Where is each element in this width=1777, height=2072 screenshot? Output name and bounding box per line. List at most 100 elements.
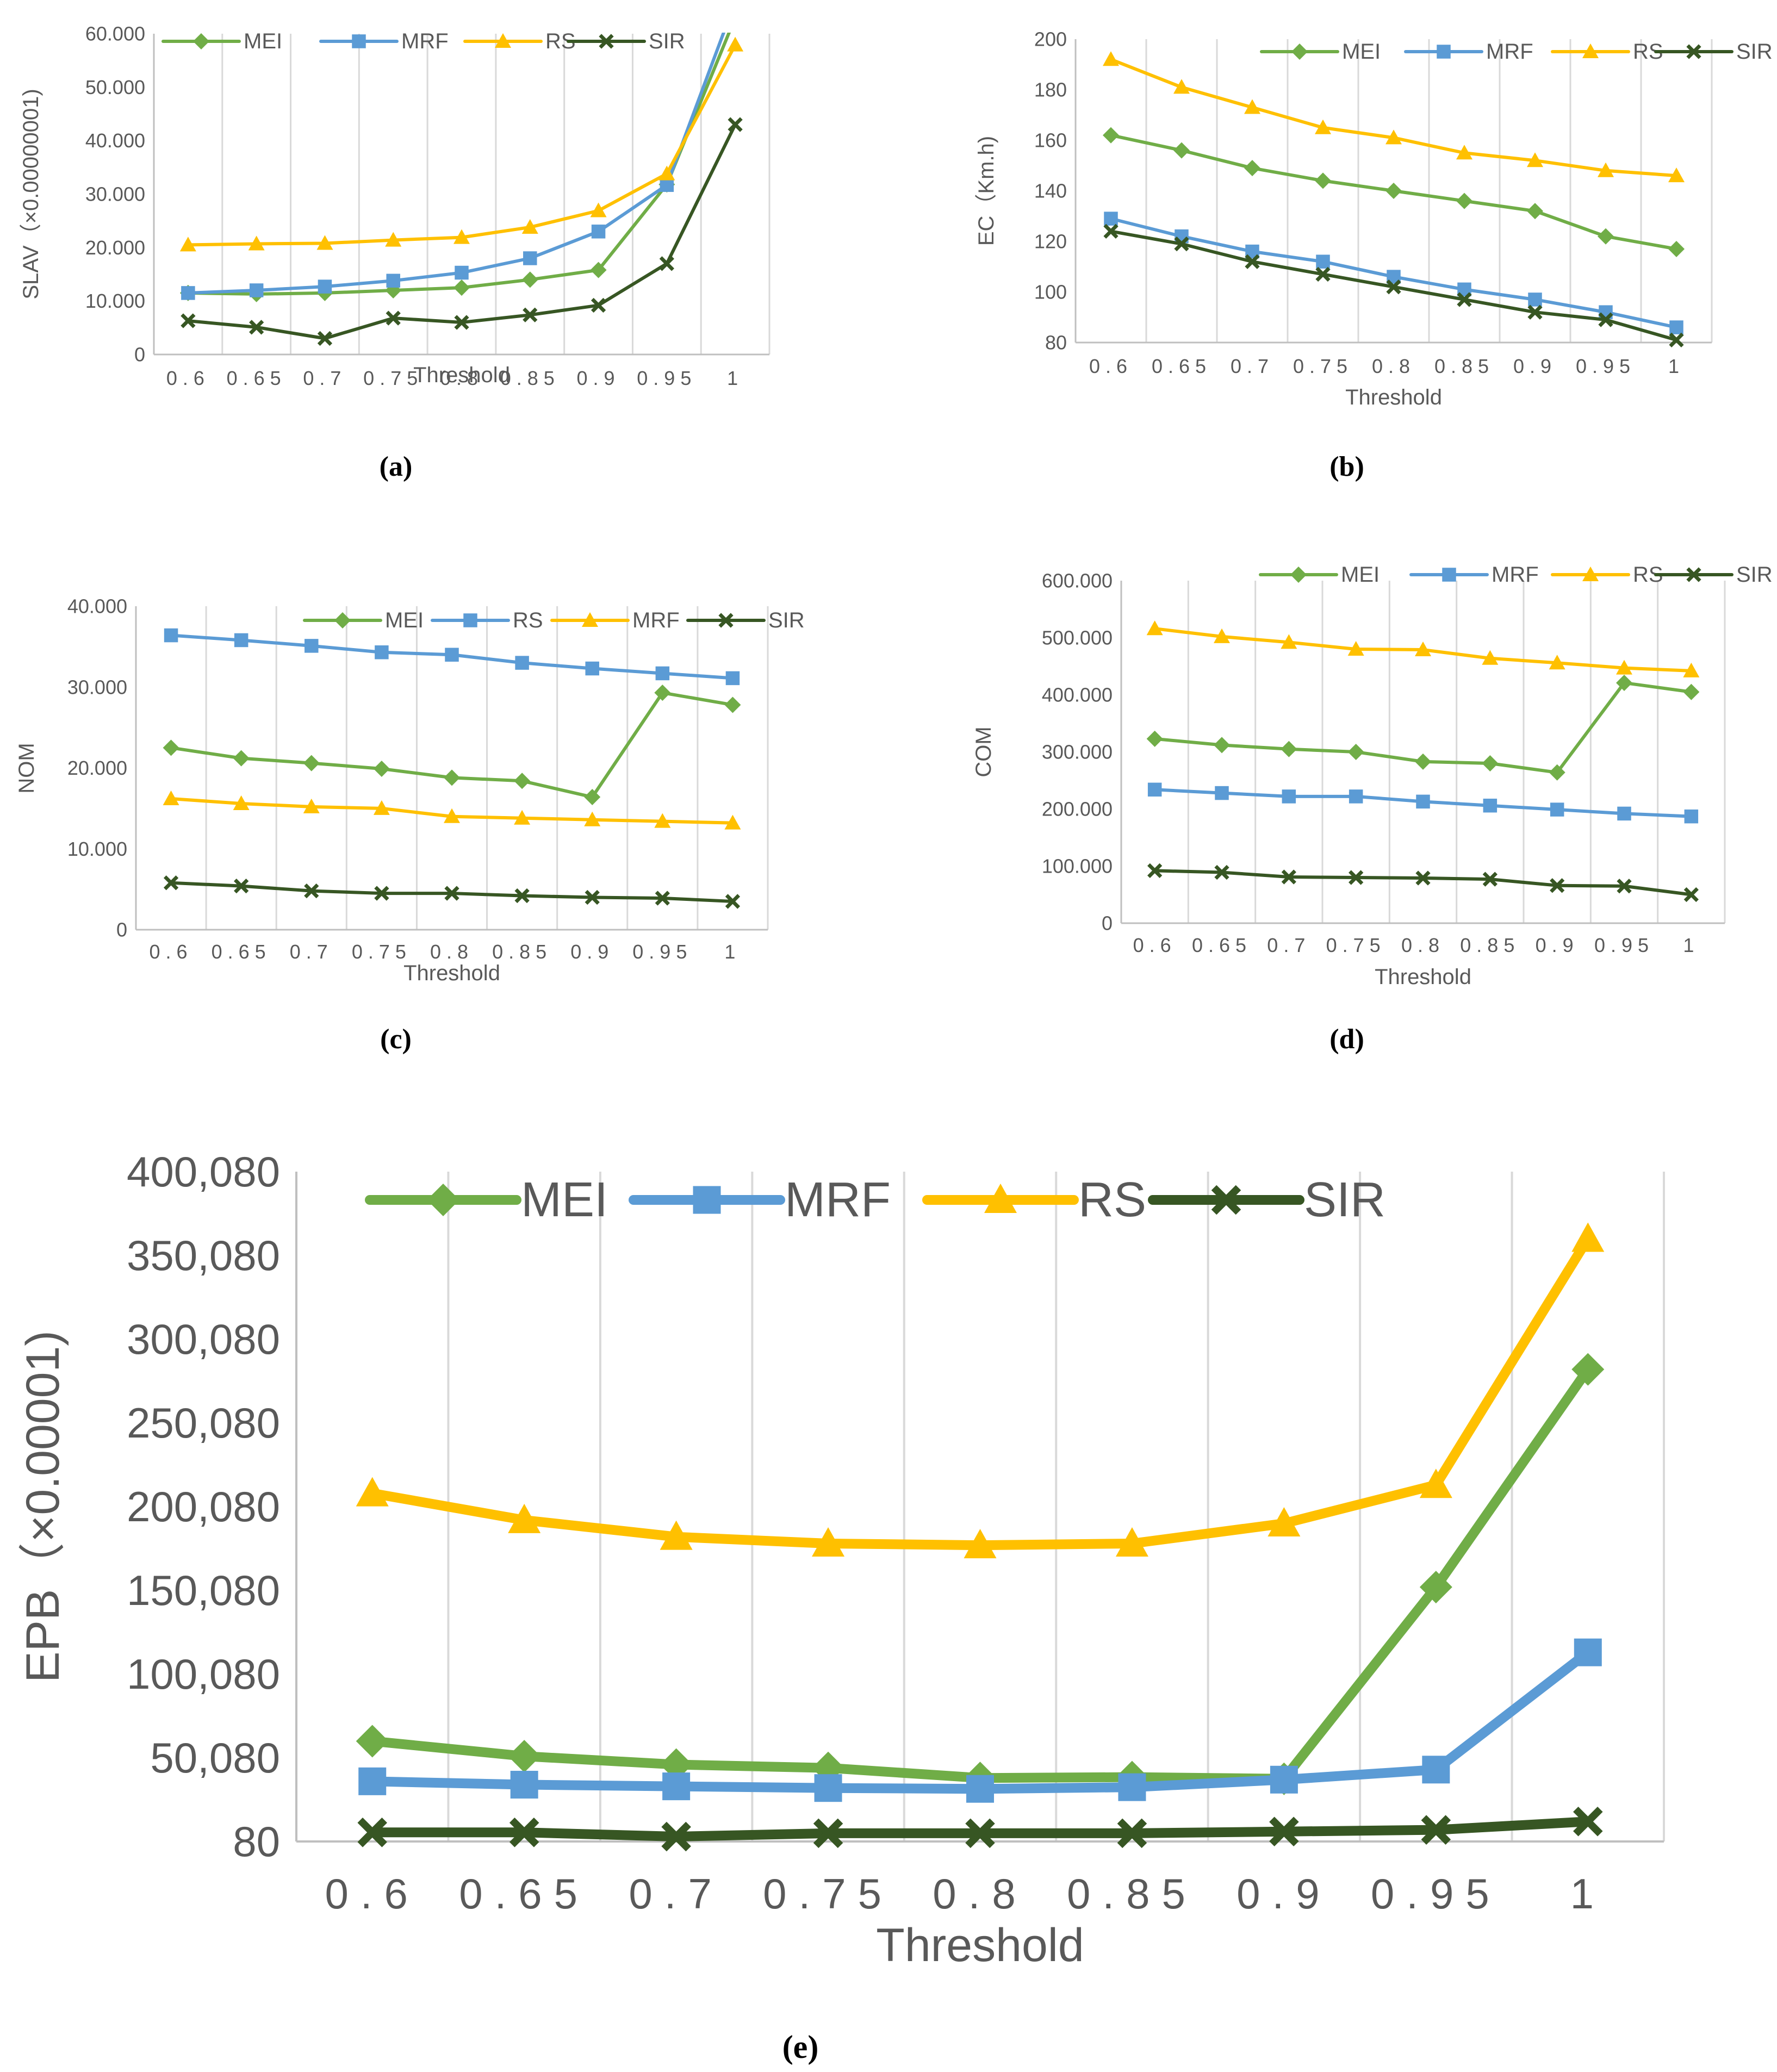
legend-item: SIR [1654,40,1773,64]
x-tick-label: 0.8 [933,1870,1027,1918]
x-tick-label: 0.8 [440,367,483,389]
series-line [367,1234,1593,1551]
data-point [584,811,601,826]
y-tick-label: 100.000 [1042,855,1113,878]
y-tick-label: 80 [233,1818,280,1865]
legend-label: SIR [1736,40,1773,64]
legend-label: MEI [244,29,282,53]
legend-item: MEI [1259,563,1380,587]
series-mei [163,685,741,806]
data-point [1683,683,1700,700]
x-axis-title: Threshold [1345,385,1442,409]
x-tick-label: 0.6 [150,941,193,963]
data-point [1416,794,1430,809]
legend-marker [1686,44,1701,59]
data-point [234,879,249,894]
data-point [1282,789,1296,804]
legend: MEI RS MRF SIR [303,608,805,632]
data-point [515,656,529,670]
x-tick-label: 0.7 [1231,355,1274,377]
legend-label: SIR [768,608,805,632]
data-point [1349,789,1363,804]
data-point [356,1477,389,1507]
y-tick-label: 100,080 [127,1650,280,1698]
x-tick-label: 0.75 [763,1870,893,1918]
legend-item: MRF [550,608,680,632]
data-point [233,750,250,767]
data-point [1147,782,1162,797]
x-tick-label: 1 [1570,1870,1606,1918]
y-tick-label: 400.000 [1042,684,1113,706]
data-point [181,313,196,328]
x-tick-label: 0.65 [227,367,287,389]
data-point [316,235,333,250]
data-point [1574,1638,1602,1666]
chart-b: 80 100 120 140 160 180 200 0.6 0.65 0.7 0.75 0.8 0.8… [974,28,1773,483]
data-point [1616,659,1632,675]
data-point [1103,127,1119,144]
series-sir [1147,863,1699,903]
x-tick-label: 1 [1683,934,1699,956]
legend-marker [1582,567,1599,581]
chart-d: 0 100.000 200.000 300.000 400.000 500.000 600.… [972,563,1773,1055]
data-point [966,1775,994,1803]
data-point [1281,741,1297,757]
data-point [727,36,744,52]
data-point [590,202,607,217]
data-point [1598,228,1614,245]
legend-label: MEI [1341,563,1380,587]
legend: MEI MRF RS SIR [1260,40,1773,64]
data-point [1571,1222,1605,1252]
data-point [1215,786,1229,800]
data-point [1415,870,1431,886]
y-tick-label: 200.000 [1042,798,1113,820]
legend-item: SIR [1654,563,1773,587]
data-point [655,666,670,681]
data-point [1244,99,1260,114]
x-tick-label: 0.85 [500,367,560,389]
data-point [1598,162,1614,177]
series-line [186,43,737,247]
x-axis-title: Threshold [403,961,500,985]
y-tick-label: 60.000 [85,23,145,45]
data-point [444,886,459,901]
legend-marker [1291,43,1308,60]
x-tick-label: 0.65 [1152,355,1211,377]
legend-marker [718,613,734,628]
y-tick-label: 120 [1034,231,1067,253]
legend-marker [1582,43,1599,58]
legend-label: SIR [649,29,685,53]
series-mei [1103,127,1685,257]
data-point [1386,279,1401,295]
data-point [164,628,178,643]
legend-marker [427,1184,459,1216]
panel-label: (d) [1329,1024,1364,1055]
data-point [1668,167,1685,183]
y-tick-label: 20.000 [67,757,127,779]
y-tick-label: 500.000 [1042,627,1113,649]
data-point [304,883,319,899]
data-point [375,645,389,659]
y-tick-label: 300,080 [127,1315,280,1363]
data-point [1616,674,1632,691]
series-rs [1146,620,1700,677]
legend-item: MRF [629,1173,891,1227]
data-point [725,894,741,909]
legend-label: MRF [1492,563,1539,587]
data-point [303,755,320,771]
data-point [1385,183,1402,199]
data-point [591,297,606,313]
series-rs [356,1222,1605,1559]
legend-label: MEI [385,608,424,632]
data-point [1482,650,1499,665]
series-mrf [1147,782,1699,824]
data-point [1617,879,1632,894]
x-tick-label: 0.6 [166,367,210,389]
data-point [1573,1807,1603,1837]
series-rs [164,628,740,686]
legend-marker [599,34,614,49]
legend-marker [495,33,511,48]
x-tick-label: 0.85 [1067,1870,1197,1918]
x-tick-label: 0.95 [632,941,692,963]
y-axis-title: EC（Km.h) [974,136,998,246]
